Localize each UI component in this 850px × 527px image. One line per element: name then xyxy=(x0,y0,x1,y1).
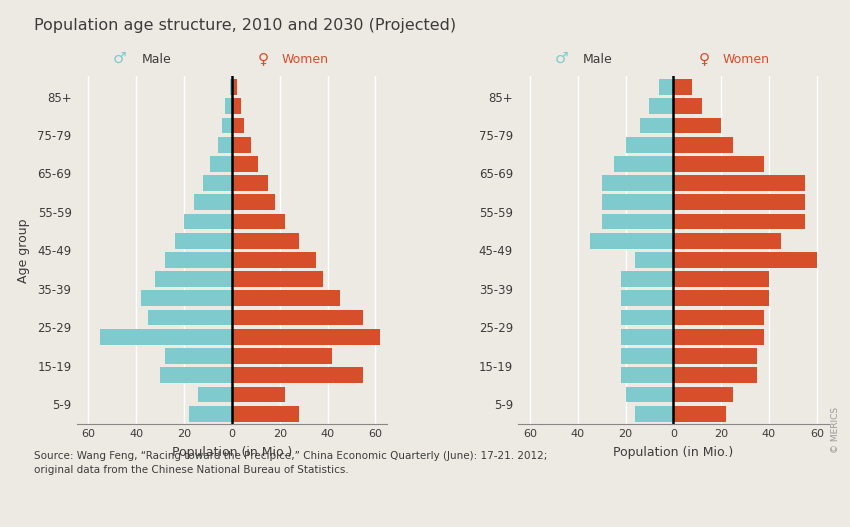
Bar xyxy=(184,213,232,229)
Bar xyxy=(635,406,673,422)
Bar xyxy=(232,348,332,364)
Bar xyxy=(232,213,285,229)
Bar xyxy=(602,175,673,191)
Bar xyxy=(224,99,232,114)
Bar xyxy=(165,348,232,364)
Bar xyxy=(230,79,232,95)
Bar xyxy=(640,118,673,133)
Bar xyxy=(626,387,673,402)
Bar xyxy=(659,79,673,95)
Bar xyxy=(232,252,315,268)
Bar xyxy=(223,118,232,133)
Bar xyxy=(673,310,764,326)
X-axis label: Population (in Mio.): Population (in Mio.) xyxy=(613,446,734,459)
Bar xyxy=(203,175,232,191)
Bar xyxy=(620,348,673,364)
Text: ♂: ♂ xyxy=(554,51,569,66)
Text: © MERICS: © MERICS xyxy=(830,407,840,453)
Bar xyxy=(141,290,232,306)
Bar xyxy=(232,194,275,210)
Bar xyxy=(673,387,733,402)
Bar xyxy=(620,310,673,326)
Text: ♀: ♀ xyxy=(258,51,269,66)
Bar xyxy=(232,118,244,133)
Text: Population age structure, 2010 and 2030 (Projected): Population age structure, 2010 and 2030 … xyxy=(34,18,456,33)
Bar xyxy=(673,118,721,133)
Bar xyxy=(232,271,323,287)
Bar xyxy=(232,310,364,326)
Bar xyxy=(232,406,299,422)
Text: Male: Male xyxy=(583,53,613,66)
Bar xyxy=(620,271,673,287)
Bar xyxy=(626,136,673,152)
Bar xyxy=(590,233,673,249)
Bar xyxy=(673,213,805,229)
Bar xyxy=(673,367,757,383)
Bar xyxy=(673,79,693,95)
Bar xyxy=(673,252,817,268)
Text: Women: Women xyxy=(281,53,329,66)
Bar xyxy=(232,233,299,249)
Text: ♂: ♂ xyxy=(113,51,127,66)
Bar xyxy=(673,194,805,210)
Bar xyxy=(620,329,673,345)
Bar xyxy=(673,329,764,345)
Bar xyxy=(232,290,339,306)
Bar xyxy=(673,271,769,287)
Bar xyxy=(635,252,673,268)
Bar xyxy=(156,271,232,287)
Bar xyxy=(673,406,726,422)
Bar xyxy=(620,367,673,383)
X-axis label: Population (in Mio.): Population (in Mio.) xyxy=(172,446,292,459)
Bar xyxy=(232,367,364,383)
Bar xyxy=(194,194,232,210)
Bar xyxy=(232,136,251,152)
Bar xyxy=(673,156,764,172)
Bar xyxy=(198,387,232,402)
Text: Women: Women xyxy=(723,53,770,66)
Bar xyxy=(673,136,733,152)
Bar xyxy=(232,156,258,172)
Bar xyxy=(673,99,702,114)
Bar xyxy=(232,387,285,402)
Bar xyxy=(174,233,232,249)
Bar xyxy=(232,329,380,345)
Bar xyxy=(602,194,673,210)
Bar xyxy=(148,310,232,326)
Bar xyxy=(211,156,232,172)
Bar xyxy=(673,290,769,306)
Bar xyxy=(614,156,673,172)
Text: Source: Wang Feng, “Racing toward the Precipice,” China Economic Quarterly (June: Source: Wang Feng, “Racing toward the Pr… xyxy=(34,451,547,475)
Bar xyxy=(218,136,232,152)
Bar xyxy=(620,290,673,306)
Bar xyxy=(602,213,673,229)
Bar xyxy=(100,329,232,345)
Bar xyxy=(673,175,805,191)
Bar xyxy=(189,406,232,422)
Y-axis label: Age group: Age group xyxy=(18,218,31,282)
Bar xyxy=(232,79,236,95)
Bar xyxy=(232,175,268,191)
Text: ♀: ♀ xyxy=(699,51,710,66)
Text: Male: Male xyxy=(142,53,172,66)
Bar xyxy=(232,99,241,114)
Bar xyxy=(673,233,781,249)
Bar xyxy=(160,367,232,383)
Bar xyxy=(165,252,232,268)
Bar xyxy=(673,348,757,364)
Bar xyxy=(649,99,673,114)
